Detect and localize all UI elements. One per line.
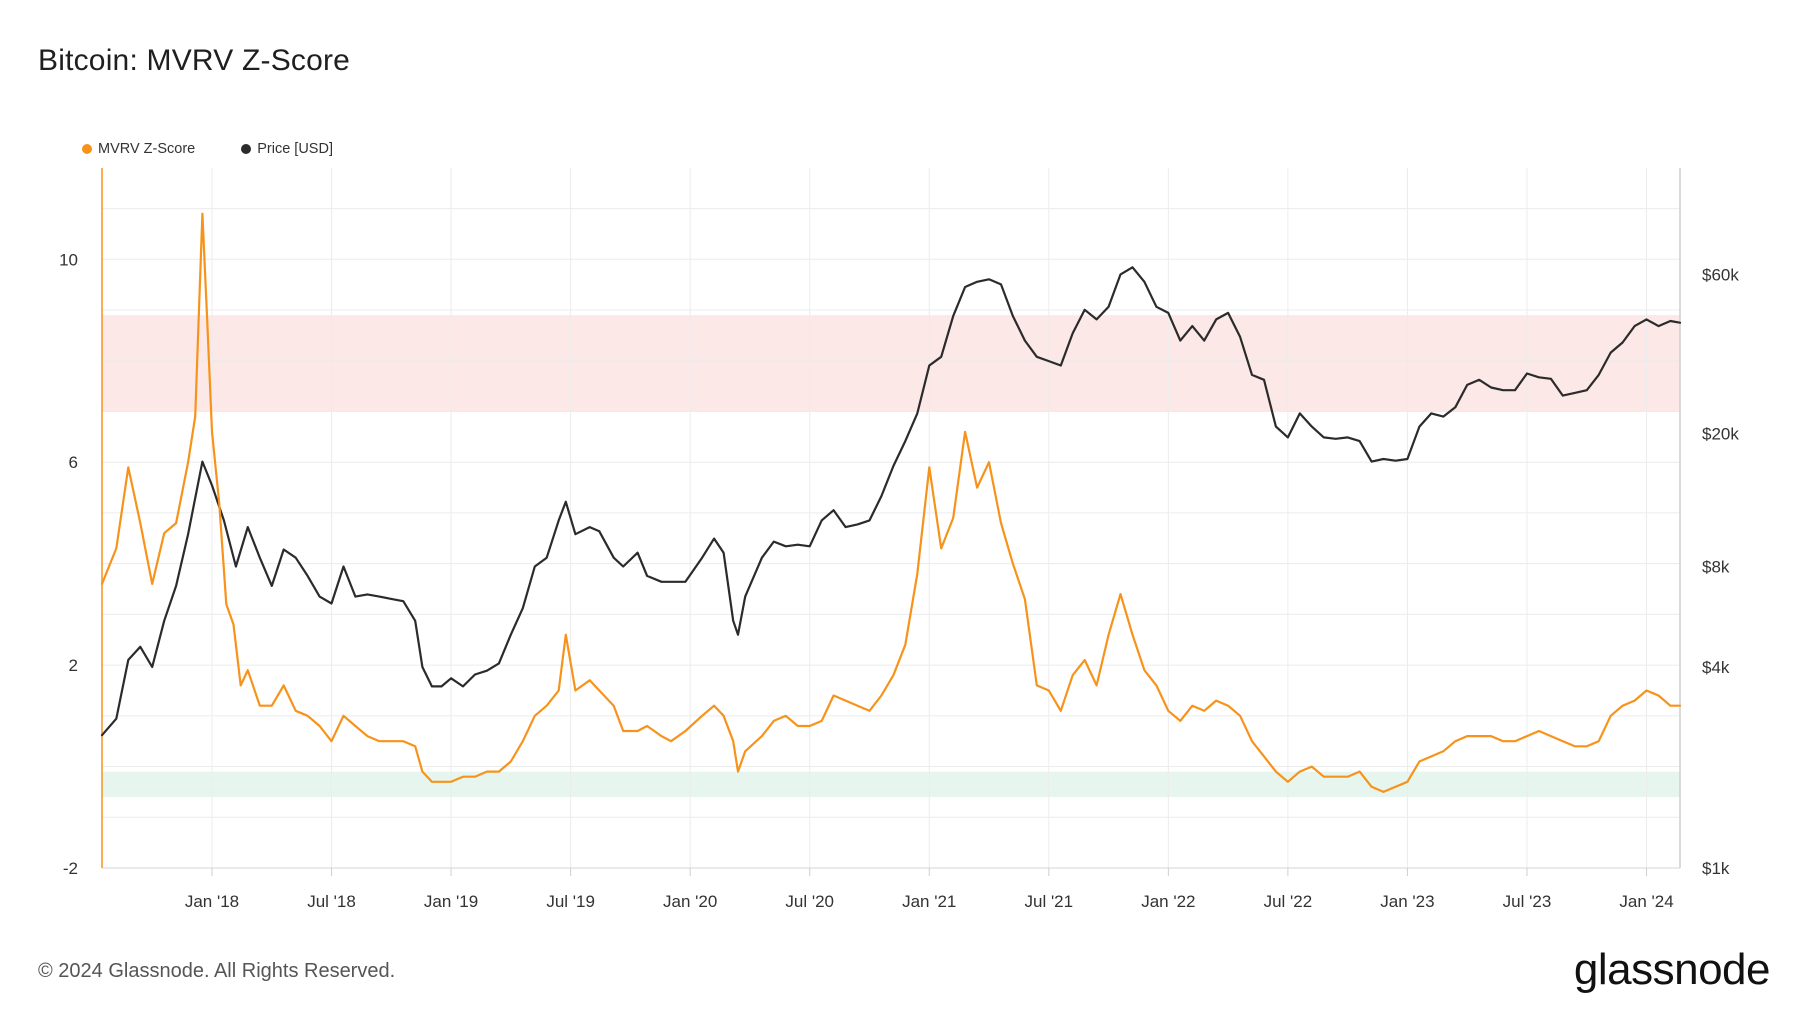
x-tick-label: Jan '19 bbox=[424, 892, 478, 911]
legend-dot-price-icon bbox=[241, 144, 252, 154]
x-tick-label: Jul '19 bbox=[546, 892, 595, 911]
y-left-tick-label: 10 bbox=[59, 250, 78, 269]
series-line-price bbox=[100, 266, 1682, 737]
y-left-tick-label: 2 bbox=[69, 656, 78, 675]
legend-item-price[interactable]: Price [USD] bbox=[241, 141, 333, 157]
y-right-tick-label: $20k bbox=[1702, 425, 1739, 444]
x-tick-label: Jul '21 bbox=[1024, 892, 1073, 911]
y-left-tick-label: -2 bbox=[63, 859, 78, 878]
undervalued-zone-band bbox=[102, 771, 1680, 797]
x-tick-label: Jan '22 bbox=[1141, 892, 1195, 911]
y-left-tick-label: 6 bbox=[69, 453, 78, 472]
overvalued-zone-band bbox=[102, 315, 1680, 412]
y-right-tick-label: $8k bbox=[1702, 558, 1730, 577]
glassnode-logo[interactable]: glassnode bbox=[1573, 945, 1771, 994]
x-tick-label: Jul '20 bbox=[785, 892, 834, 911]
x-tick-label: Jul '22 bbox=[1264, 892, 1313, 911]
x-tick-label: Jan '20 bbox=[663, 892, 717, 911]
y-right-tick-label: $1k bbox=[1702, 859, 1730, 878]
x-tick-label: Jul '18 bbox=[307, 892, 356, 911]
legend-dot-mvrv-icon bbox=[82, 144, 92, 154]
series-line-mvrv bbox=[100, 212, 1682, 793]
legend-label-price: Price [USD] bbox=[257, 141, 333, 157]
chart-legend: MVRV Z-Score Price [USD] bbox=[82, 141, 333, 157]
x-tick-label: Jul '23 bbox=[1503, 892, 1552, 911]
legend-label-mvrv: MVRV Z-Score bbox=[98, 141, 196, 157]
legend-item-mvrv[interactable]: MVRV Z-Score bbox=[82, 141, 195, 157]
y-right-tick-label: $60k bbox=[1702, 265, 1739, 284]
x-tick-label: Jan '23 bbox=[1380, 892, 1434, 911]
y-right-tick-label: $4k bbox=[1702, 658, 1730, 677]
page-title: Bitcoin: MVRV Z-Score bbox=[38, 44, 351, 77]
x-tick-label: Jan '24 bbox=[1619, 892, 1673, 911]
x-tick-label: Jan '18 bbox=[185, 892, 239, 911]
copyright-text: © 2024 Glassnode. All Rights Reserved. bbox=[38, 960, 396, 982]
plot-area bbox=[102, 168, 1680, 868]
x-tick-label: Jan '21 bbox=[902, 892, 956, 911]
